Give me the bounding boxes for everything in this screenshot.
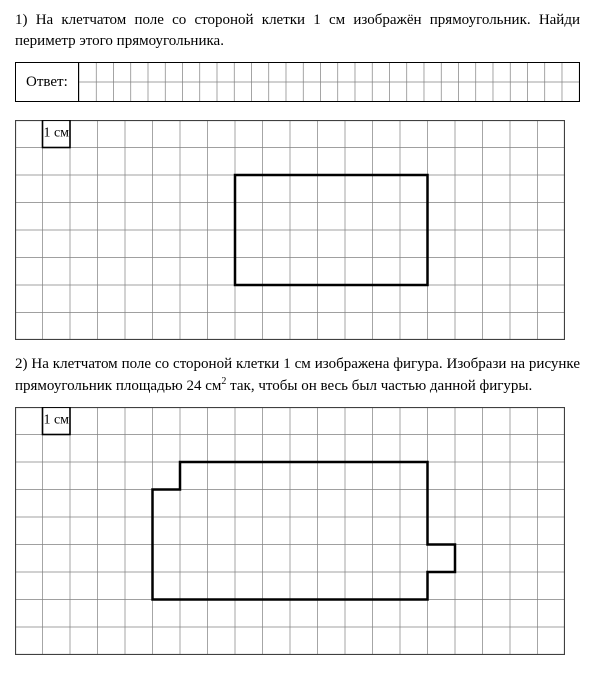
- answer-label: Ответ:: [26, 74, 68, 91]
- answer-box: Ответ:: [15, 62, 580, 102]
- problem2-text: 2) На клетчатом поле со стороной клетки …: [15, 354, 580, 397]
- problem1-figure: 1 см: [15, 120, 580, 340]
- answer-grid-svg: [79, 63, 579, 101]
- problem1-text: 1) На клетчатом поле со стороной клетки …: [15, 10, 580, 52]
- svg-text:1 см: 1 см: [43, 126, 69, 141]
- answer-grid[interactable]: [79, 63, 579, 101]
- grid1-svg: 1 см: [15, 120, 565, 340]
- problem2-text-post: так, чтобы он весь был частью данной фиг…: [226, 378, 532, 394]
- grid2-svg: 1 см: [15, 407, 565, 655]
- answer-label-cell: Ответ:: [16, 63, 79, 101]
- problem2-figure: 1 см: [15, 407, 580, 655]
- svg-text:1 см: 1 см: [43, 413, 69, 428]
